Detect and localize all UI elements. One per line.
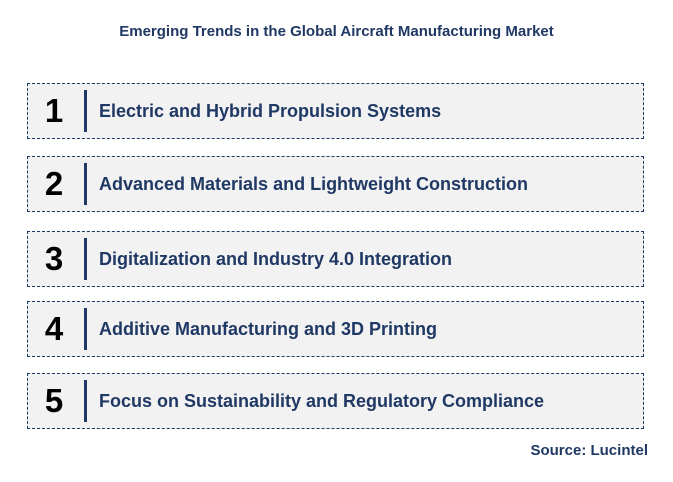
trend-number: 1 <box>44 92 64 129</box>
trend-divider <box>84 380 87 422</box>
trend-item-5: 5 Focus on Sustainability and Regulatory… <box>27 373 644 429</box>
trend-number: 2 <box>44 165 64 202</box>
trend-item-3: 3 Digitalization and Industry 4.0 Integr… <box>27 231 644 287</box>
trend-label: Additive Manufacturing and 3D Printing <box>99 318 438 339</box>
trend-label: Advanced Materials and Lightweight Const… <box>99 173 529 194</box>
trend-label: Digitalization and Industry 4.0 Integrat… <box>99 248 453 269</box>
trend-divider <box>84 163 87 205</box>
trend-divider <box>84 238 87 280</box>
trend-number: 5 <box>44 382 64 419</box>
trend-item-2: 2 Advanced Materials and Lightweight Con… <box>27 156 644 212</box>
trend-divider <box>84 90 87 132</box>
source-credit: Source: Lucintel <box>530 442 648 459</box>
trend-item-4: 4 Additive Manufacturing and 3D Printing <box>27 301 644 357</box>
trend-item-1: 1 Electric and Hybrid Propulsion Systems <box>27 83 644 139</box>
trend-number: 4 <box>44 310 64 347</box>
diagram-title: Emerging Trends in the Global Aircraft M… <box>119 23 554 40</box>
trend-divider <box>84 308 87 350</box>
trend-number: 3 <box>44 240 64 277</box>
trend-label: Focus on Sustainability and Regulatory C… <box>99 390 545 411</box>
trend-label: Electric and Hybrid Propulsion Systems <box>99 100 442 121</box>
